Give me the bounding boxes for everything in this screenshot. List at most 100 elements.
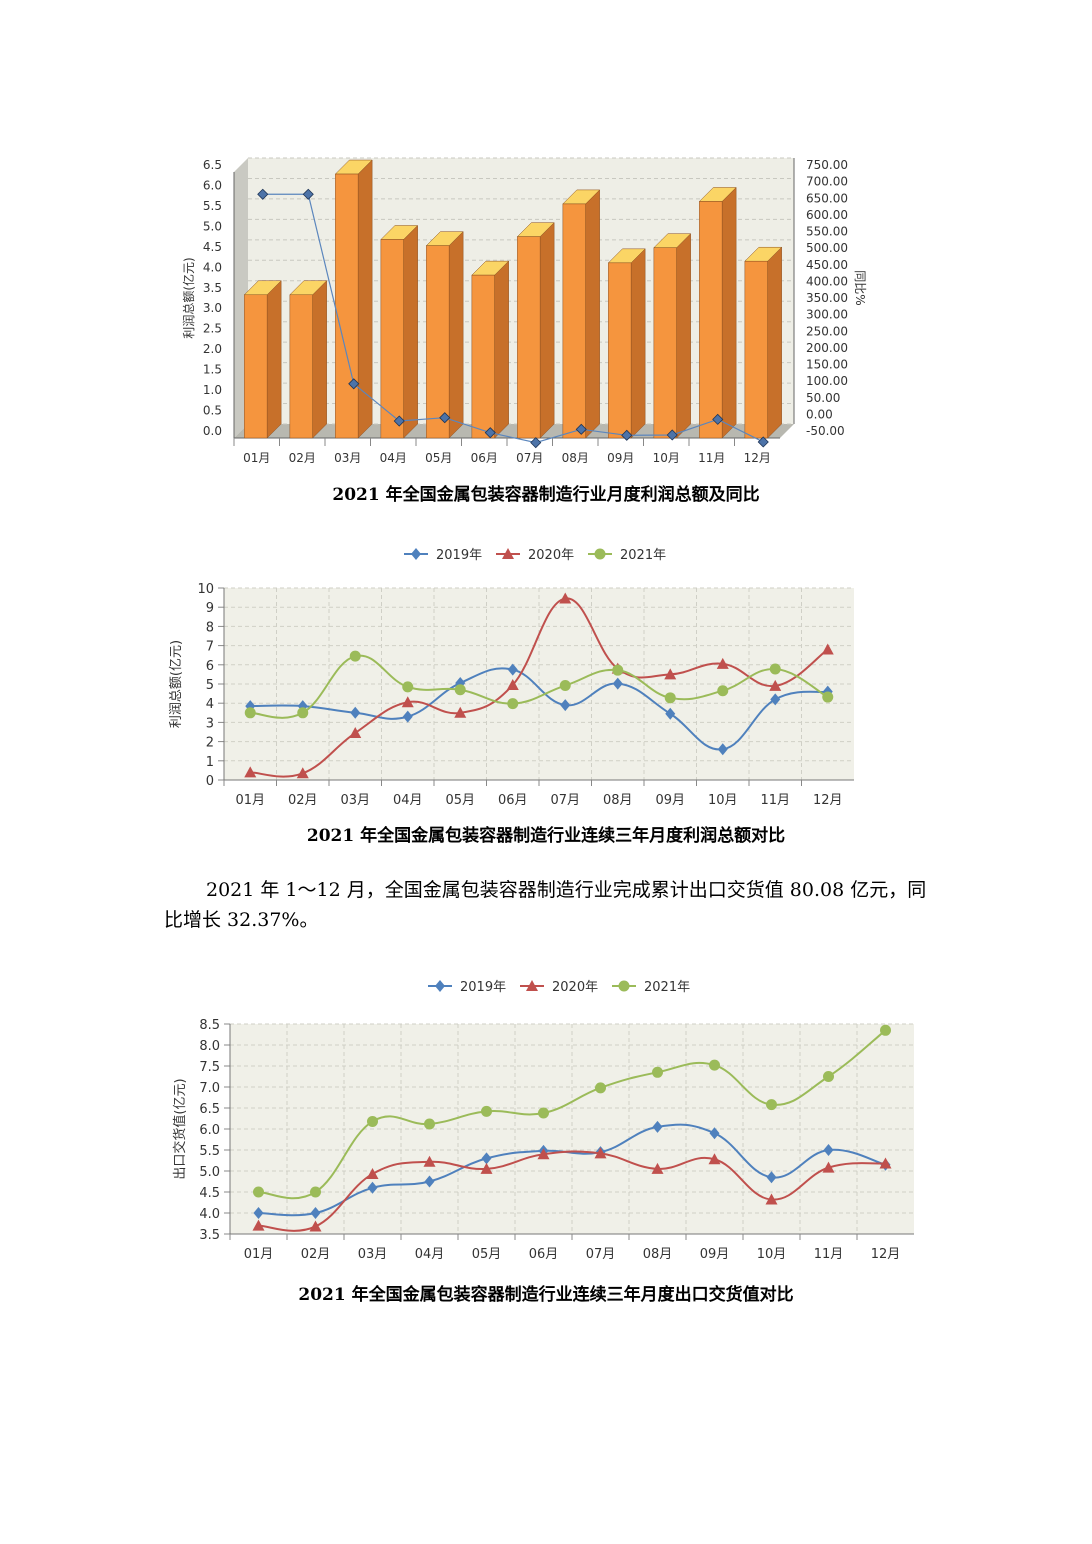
x-tick-label: 01月 (235, 793, 265, 808)
y2-tick-label: 300.00 (806, 308, 848, 322)
data-point (367, 1181, 378, 1194)
y-tick-label: 6.5 (199, 1102, 220, 1117)
y-tick-label: 7.5 (199, 1060, 220, 1075)
yoy-marker (757, 436, 769, 448)
y2-tick-label: 550.00 (806, 225, 848, 239)
series (253, 1024, 891, 1200)
legend-marker (594, 548, 606, 560)
legend-item: 2020年 (520, 980, 598, 995)
bar (289, 280, 328, 439)
series (244, 650, 834, 719)
profit-comparison-line-chart: 2019年 2020年 2021年 0 1 2 3 4 5 6 7 8 9 10 01月 02月 03月 04月 0… (169, 548, 854, 808)
x-tick-label: 12月 (871, 1247, 901, 1262)
data-point (595, 1082, 606, 1094)
legend-item: 2019年 (428, 980, 506, 995)
data-point (664, 668, 677, 680)
y-axis-title: 利润总额(亿元) (169, 640, 184, 728)
data-point (708, 1153, 721, 1165)
y-tick-label: 3 (206, 716, 214, 731)
x-tick-label: 06月 (529, 1247, 559, 1262)
data-point (652, 1120, 663, 1133)
bar (243, 280, 282, 439)
data-point (717, 743, 728, 756)
x-tick-label: 04月 (380, 451, 407, 465)
y-tick-label: 1.5 (203, 363, 222, 377)
data-point (766, 1099, 777, 1111)
data-point (309, 1220, 322, 1232)
data-point (612, 677, 623, 690)
x-tick-label: 08月 (603, 793, 633, 808)
bar-front (289, 294, 313, 439)
data-point (481, 1105, 492, 1117)
series-line (258, 1029, 887, 1200)
bar-front (699, 201, 723, 439)
data-point (253, 1207, 264, 1219)
bar-front (426, 245, 450, 439)
x-tick-label: 07月 (516, 451, 543, 465)
data-point (349, 726, 362, 738)
x-tick-label: 06月 (498, 793, 528, 808)
bar (425, 231, 464, 439)
legend-label: 2019年 (436, 548, 482, 563)
y-tick-label: 5.5 (203, 199, 222, 213)
data-point (252, 1219, 265, 1231)
x-tick-label: 05月 (425, 451, 452, 465)
y2-tick-label: 650.00 (806, 191, 848, 205)
x-tick-label: 03月 (334, 451, 361, 465)
yoy-marker (257, 188, 269, 200)
data-point (769, 663, 781, 675)
bar-front (653, 247, 677, 439)
y-tick-label: 10 (197, 582, 214, 597)
yoy-marker (712, 413, 724, 425)
chart3-caption: 2021 年全国金属包装容器制造行业连续三年月度出口交货值对比 (298, 1285, 794, 1305)
bar-side (312, 280, 327, 439)
bar-side (403, 224, 418, 439)
x-tick-label: 04月 (393, 793, 423, 808)
x-tick-label: 05月 (472, 1247, 502, 1262)
y-tick-label: 0 (206, 774, 214, 789)
bar-side (585, 189, 600, 439)
data-point (366, 1167, 379, 1179)
y-tick-label: 2.5 (203, 322, 222, 336)
data-point (822, 691, 834, 703)
bar (516, 222, 555, 439)
y-tick-label: 8 (206, 620, 214, 635)
y-tick-label: 7 (206, 640, 214, 655)
data-point (454, 706, 467, 718)
data-point (823, 1144, 834, 1156)
bar (744, 246, 783, 439)
data-point (350, 706, 361, 719)
data-point (480, 1162, 493, 1174)
y2-tick-label: 200.00 (806, 341, 848, 355)
y-tick-label: 6.5 (203, 158, 222, 172)
y2-tick-label: 600.00 (806, 208, 848, 222)
data-point (822, 1161, 835, 1173)
x-tick-label: 11月 (760, 793, 790, 808)
y-tick-label: 5.0 (203, 219, 222, 233)
y-tick-label: 6.0 (203, 178, 222, 192)
yoy-marker (439, 412, 451, 424)
data-point (454, 684, 466, 696)
data-point (424, 1175, 435, 1188)
y2-tick-label: 100.00 (806, 374, 848, 388)
data-point (507, 663, 518, 676)
data-point (716, 657, 729, 669)
y-tick-label: 3.5 (203, 281, 222, 295)
data-point (560, 699, 571, 712)
bar-front (608, 262, 632, 439)
y-tick-label: 4.0 (199, 1207, 220, 1222)
data-point (245, 700, 256, 713)
export-comparison-line-chart: 2019年 2020年 2021年 3.5 4.0 4.5 5.0 5.5 6.0 6.5 7.0 7… (172, 980, 914, 1262)
legend-item: 2019年 (404, 548, 482, 563)
x-tick-label: 12月 (744, 451, 771, 465)
bar-front (562, 203, 586, 439)
data-point (559, 680, 571, 692)
y-tick-label: 0.5 (203, 404, 222, 418)
export-summary-paragraph: 2021 年 1～12 月，全国金属包装容器制造行业完成累计出口交货值 80.0… (164, 875, 934, 935)
bar (607, 248, 646, 439)
y2-tick-label: 350.00 (806, 291, 848, 305)
x-tick-label: 02月 (288, 793, 318, 808)
x-tick-label: 01月 (244, 1247, 274, 1262)
x-tick-label: 09月 (655, 793, 685, 808)
data-point (612, 664, 624, 676)
